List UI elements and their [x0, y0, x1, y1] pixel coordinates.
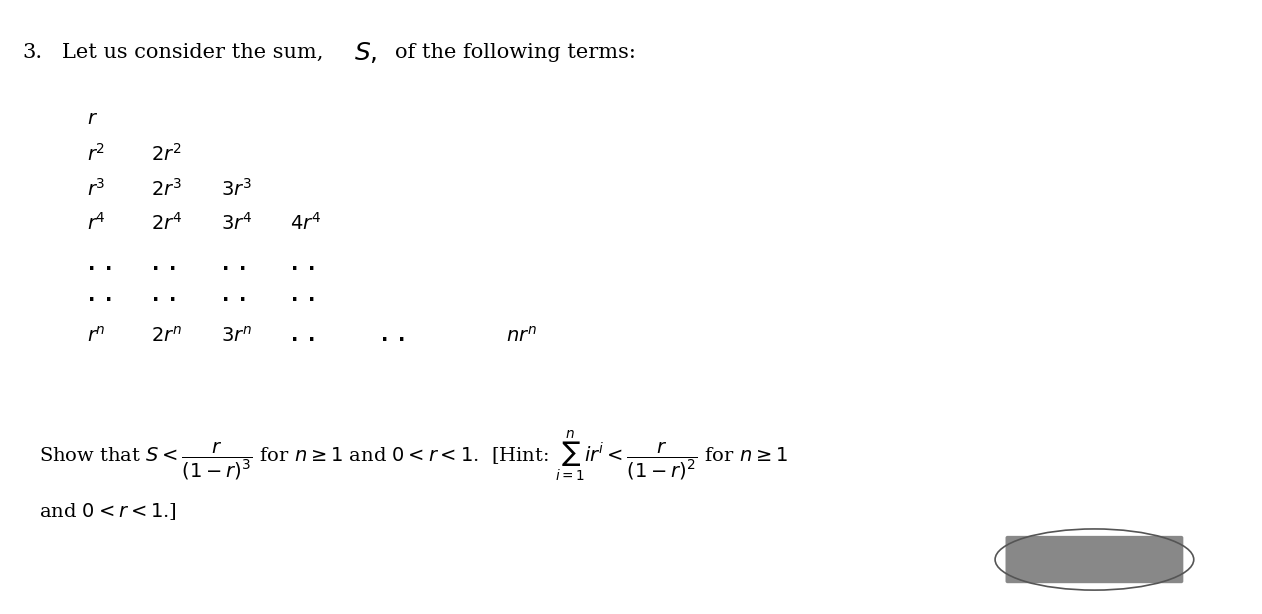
Text: of the following terms:: of the following terms: [395, 43, 636, 62]
Text: 3.: 3. [21, 43, 42, 62]
Text: $2r^n$: $2r^n$ [151, 325, 182, 346]
Text: $3r^3$: $3r^3$ [221, 177, 251, 200]
Text: Let us consider the sum,: Let us consider the sum, [62, 43, 323, 62]
Text: $\mathbf{.}\ \mathbf{.}$: $\mathbf{.}\ \mathbf{.}$ [151, 287, 177, 305]
Text: $2r^3$: $2r^3$ [151, 177, 182, 200]
Text: $\mathbf{.}\ \mathbf{.}$: $\mathbf{.}\ \mathbf{.}$ [87, 287, 111, 305]
Text: $4r^4$: $4r^4$ [290, 212, 322, 234]
Text: $\mathbf{.}\ \mathbf{.}$: $\mathbf{.}\ \mathbf{.}$ [151, 255, 177, 274]
Text: $3r^n$: $3r^n$ [221, 325, 251, 346]
Text: $\mathbf{.}\ \mathbf{.}$: $\mathbf{.}\ \mathbf{.}$ [221, 255, 246, 274]
Text: $nr^n$: $nr^n$ [506, 325, 536, 346]
Text: $r^3$: $r^3$ [87, 177, 105, 200]
Text: $\mathbf{.}\ \mathbf{.}$: $\mathbf{.}\ \mathbf{.}$ [380, 327, 405, 344]
Text: $r^4$: $r^4$ [87, 212, 105, 234]
Text: and $0 < r < 1$.]: and $0 < r < 1$.] [39, 501, 177, 522]
Text: $\mathbf{\mathit{S}}$,: $\mathbf{\mathit{S}}$, [353, 40, 377, 65]
FancyBboxPatch shape [1006, 536, 1184, 583]
Text: $r$: $r$ [87, 109, 97, 128]
Text: $\mathbf{.}\ \mathbf{.}$: $\mathbf{.}\ \mathbf{.}$ [290, 287, 316, 305]
Text: $r^n$: $r^n$ [87, 325, 105, 346]
Text: $\mathbf{.}\ \mathbf{.}$: $\mathbf{.}\ \mathbf{.}$ [87, 255, 111, 274]
Text: $2r^2$: $2r^2$ [151, 143, 182, 165]
Text: $\mathbf{.}\ \mathbf{.}$: $\mathbf{.}\ \mathbf{.}$ [290, 327, 316, 344]
Text: Show that $S < \dfrac{r}{(1-r)^3}$ for $n \geq 1$ and $0 < r < 1$.  [Hint: $\sum: Show that $S < \dfrac{r}{(1-r)^3}$ for $… [39, 429, 787, 484]
Text: $2r^4$: $2r^4$ [151, 212, 182, 234]
Text: $3r^4$: $3r^4$ [221, 212, 252, 234]
Text: $\mathbf{.}\ \mathbf{.}$: $\mathbf{.}\ \mathbf{.}$ [290, 255, 316, 274]
Text: $r^2$: $r^2$ [87, 143, 105, 165]
Text: $\mathbf{.}\ \mathbf{.}$: $\mathbf{.}\ \mathbf{.}$ [221, 287, 246, 305]
